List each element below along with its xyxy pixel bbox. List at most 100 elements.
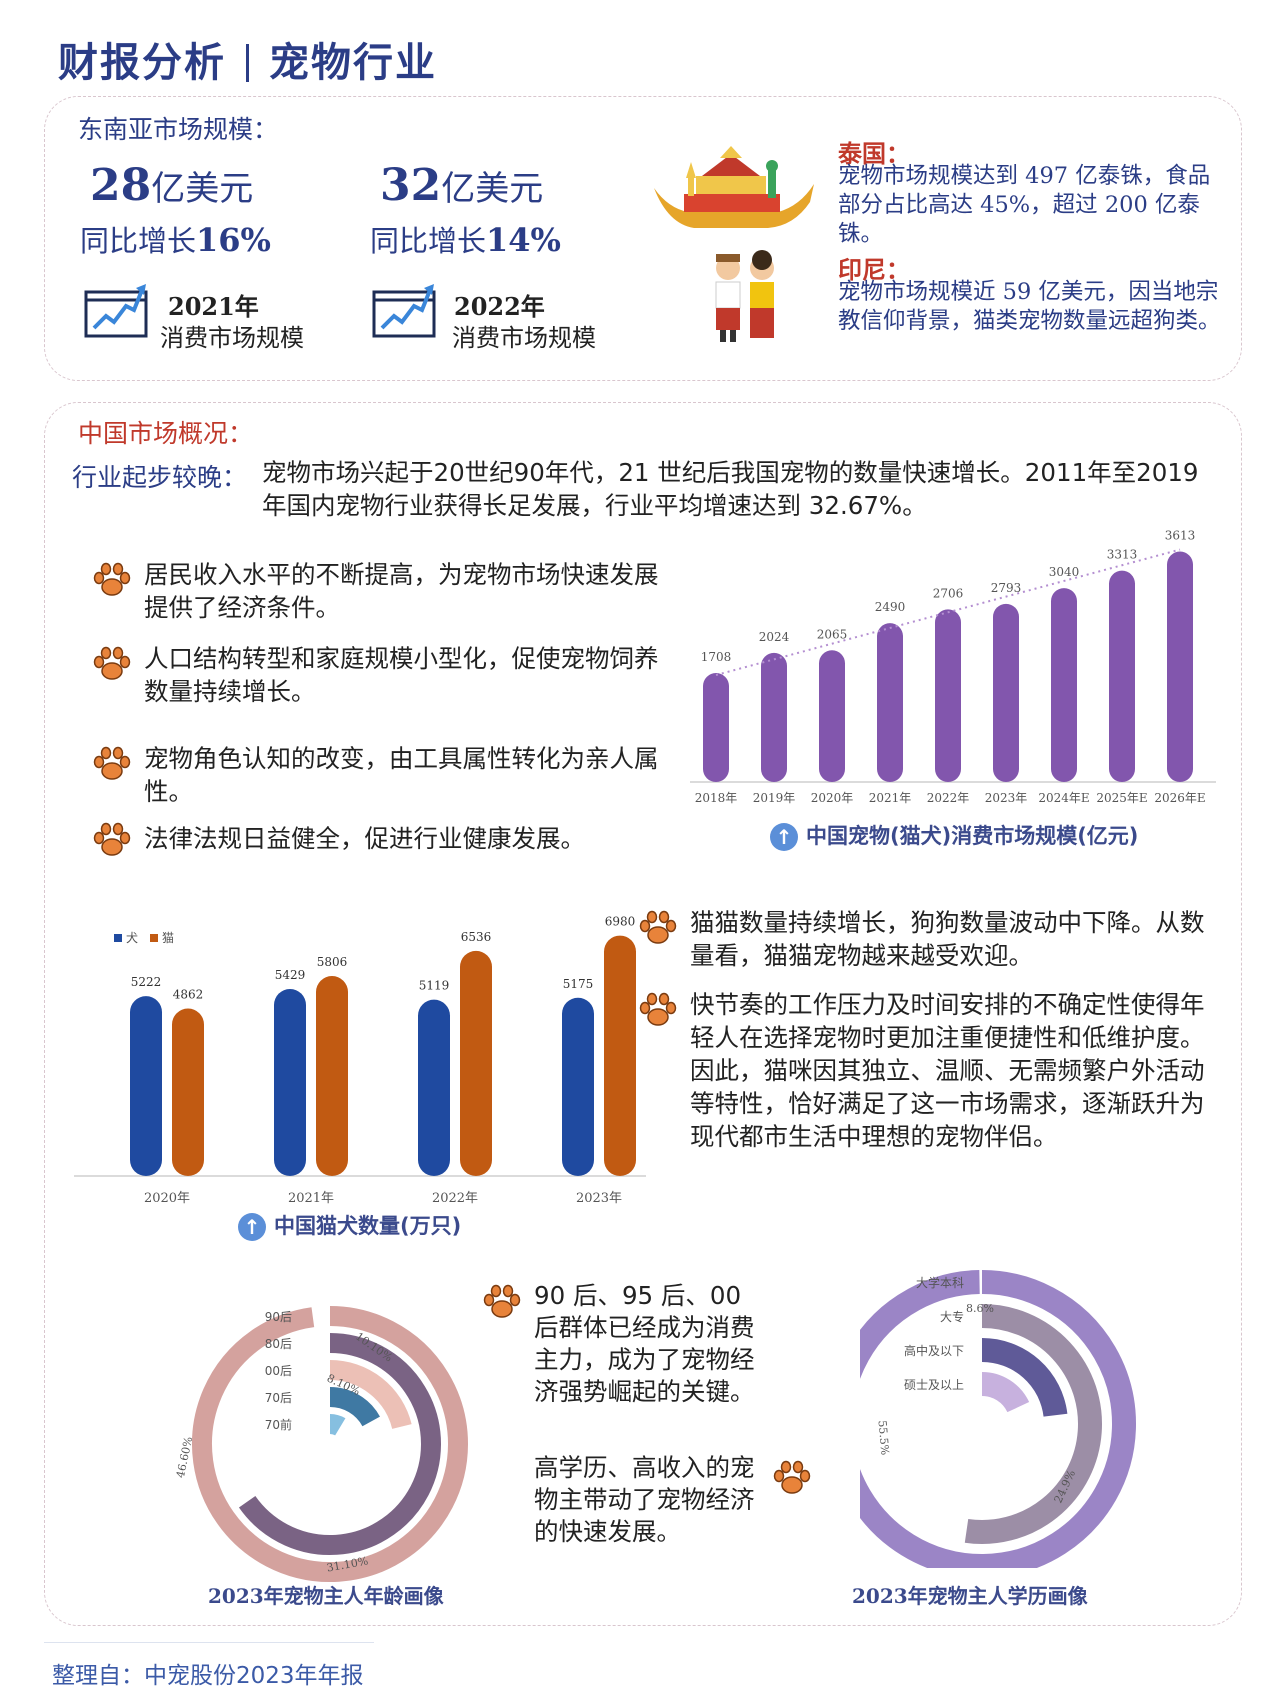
sea-growth-2022: 同比增长14%: [370, 218, 561, 260]
paw-icon: [92, 646, 132, 682]
ring-segment: [860, 1270, 1136, 1568]
title-divider: [246, 44, 249, 82]
sea-growth-2021: 同比增长16%: [80, 218, 271, 260]
legend-swatch: [114, 934, 122, 942]
bullet-law: 法律法规日益健全，促进行业健康发展。: [144, 824, 585, 853]
market-size-caption: ↑ 中国宠物(猫犬)消费市场规模(亿元): [770, 820, 1138, 851]
bar-cat: [316, 976, 348, 1176]
bullet-young-owners: 快节奏的工作压力及时间安排的不确定性使得年轻人在选择宠物时更加注重便捷性和低维护…: [690, 990, 1205, 1151]
data-label: 5429: [275, 968, 306, 982]
data-label: 3613: [1165, 529, 1196, 543]
ring-value-label: 55.5%: [875, 1420, 891, 1456]
x-tick-label: 2025年E: [1096, 791, 1147, 805]
ring-category-label: 90后: [265, 1310, 292, 1324]
bar-market-size: [935, 609, 961, 782]
thai-temple-illustration: [654, 146, 814, 228]
data-label: 6536: [461, 930, 492, 944]
data-label: 4862: [173, 988, 204, 1002]
paw-icon: [92, 822, 132, 858]
x-tick-label: 2021年: [288, 1191, 334, 1206]
trend-line: [715, 548, 1181, 677]
data-label: 2490: [875, 600, 906, 614]
bullet-demographics: 人口结构转型和家庭规模小型化，促使宠物饲养数量持续增长。: [144, 644, 659, 706]
x-tick-label: 2024年E: [1038, 791, 1089, 805]
bar-market-size: [819, 650, 845, 782]
bar-market-size: [761, 652, 787, 782]
data-label: 1708: [701, 650, 732, 664]
bar-market-size: [1109, 570, 1135, 782]
data-label: 3040: [1049, 565, 1080, 579]
sea-panel: [44, 96, 1242, 381]
data-label: 6980: [605, 915, 636, 929]
x-tick-label: 2019年: [753, 791, 796, 805]
bar-dog: [130, 996, 162, 1176]
arrow-up-icon: ↑: [770, 823, 798, 851]
ring-category-label: 70前: [265, 1417, 292, 1432]
pet-count-caption: ↑ 中国猫犬数量(万只): [238, 1210, 461, 1241]
pet-count-chart: 犬 猫 5222 4862 2020年 5429 5806 2021年 5119 6536 2022…: [74, 915, 646, 1206]
ring-value-label: 8.6%: [966, 1302, 994, 1315]
bar-dog: [418, 999, 450, 1176]
ring-segment: [329, 1360, 412, 1430]
data-label: 2793: [991, 581, 1022, 595]
stat-value: 32: [380, 160, 442, 211]
market-size-title: 中国宠物(猫犬)消费市场规模(亿元): [806, 824, 1139, 848]
ring-segment: [329, 1414, 346, 1436]
bullet-role: 宠物角色认知的改变，由工具属性转化为亲人属性。: [144, 744, 659, 806]
ring-category-label: 大专: [940, 1309, 964, 1324]
trend-chart-icon: [84, 284, 148, 338]
growth-prefix: 同比增长: [370, 224, 487, 258]
bar-cat: [460, 950, 492, 1176]
stat-label-2021: 消费市场规模: [160, 324, 304, 352]
data-label: 2065: [817, 627, 848, 641]
data-label: 5806: [317, 955, 348, 969]
owner-education-title: 2023年宠物主人学历画像: [852, 1584, 1088, 1608]
bar-cat: [604, 935, 636, 1176]
paw-icon: [772, 1460, 812, 1496]
bullet-cat-growth: 猫猫数量持续增长，狗狗数量波动中下降。从数量看，猫猫宠物越来越受欢迎。: [690, 908, 1205, 970]
ring-category-label: 大学本科: [916, 1275, 964, 1290]
ring-segment: [981, 1372, 1030, 1413]
bar-dog: [274, 989, 306, 1176]
ring-category-label: 高中及以下: [904, 1343, 964, 1358]
arrow-up-icon: ↑: [238, 1213, 266, 1241]
bar-market-size: [993, 603, 1019, 782]
bar-market-size: [1051, 588, 1077, 782]
data-label: 5175: [563, 977, 594, 991]
data-label: 5222: [131, 975, 162, 989]
bar-market-size: [1167, 551, 1193, 782]
paw-icon: [638, 910, 678, 946]
intro-label: 行业起步较晚：: [72, 463, 248, 492]
ring-category-label: 硕士及以上: [904, 1378, 964, 1392]
stat-label-2022: 消费市场规模: [452, 324, 596, 352]
bullet-age: 90 后、95 后、00 后群体已经成为消费主力，成为了宠物经济强势崛起的关键。: [534, 1281, 755, 1406]
page-title-category: 财报分析: [58, 40, 226, 86]
x-tick-label: 2020年: [811, 791, 854, 805]
legend-label: 猫: [162, 931, 174, 945]
x-tick-label: 2021年: [869, 791, 912, 805]
paw-icon: [482, 1284, 522, 1320]
bar-dog: [562, 997, 594, 1176]
legend-label: 犬: [126, 931, 138, 945]
bullet-education: 高学历、高收入的宠物主带动了宠物经济的快速发展。: [534, 1453, 755, 1546]
bullet-income: 居民收入水平的不断提高，为宠物市场快速发展提供了经济条件。: [144, 560, 659, 622]
trend-chart-icon: [372, 284, 436, 338]
data-label: 5119: [419, 979, 450, 993]
bar-market-size: [703, 673, 729, 782]
data-label: 3313: [1107, 548, 1138, 562]
intro-text: 宠物市场兴起于20世纪90年代，21 世纪后我国宠物的数量快速增长。2011年至…: [262, 458, 1199, 520]
ring-segment: [238, 1333, 441, 1555]
stat-unit: 亿美元: [441, 169, 544, 209]
x-tick-label: 2020年: [144, 1191, 190, 1206]
page-title-topic: 宠物行业: [269, 40, 437, 86]
ring-category-label: 00后: [265, 1364, 292, 1378]
indonesia-text: 宠物市场规模近 59 亿美元，因当地宗教信仰背景，猫类宠物数量远超狗类。: [838, 279, 1221, 334]
paw-icon: [92, 562, 132, 598]
sea-section-title: 东南亚市场规模：: [78, 115, 279, 144]
x-tick-label: 2018年: [695, 791, 738, 805]
x-tick-label: 2023年: [985, 791, 1028, 805]
sea-stat-2021: 28亿美元: [90, 160, 253, 211]
ring-value-label: 46.60%: [174, 1435, 195, 1479]
pet-count-title: 中国猫犬数量(万只): [274, 1214, 462, 1238]
